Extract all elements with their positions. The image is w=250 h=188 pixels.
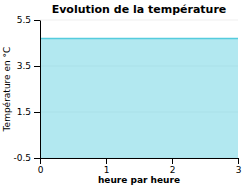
tick-mark [34,158,40,159]
tick-mark [34,66,40,67]
marks [40,38,238,158]
tick-label: 5.5 [17,15,31,25]
plot: 0 1 2 3 -0.5 1.5 3.5 5.5 [13,15,241,175]
tick-label: 3.5 [17,61,31,71]
tick-mark [34,20,40,21]
tick-label: -0.5 [13,153,31,163]
tick-mark [34,112,40,113]
tick-mark [106,158,107,164]
title: Evolution de la température [52,3,227,16]
area [40,38,238,158]
tick: -0.5 [13,153,40,163]
tick-label: 1.5 [17,107,31,117]
tick: 1 [104,158,110,175]
tick: 2 [170,158,176,175]
tick: 1.5 [17,107,40,117]
x-axis: 0 1 2 3 [38,158,242,175]
grid [40,20,238,158]
tick: 5.5 [17,15,40,25]
tick-label: 0 [38,165,44,175]
tick-mark [238,158,239,164]
tick: 0 [38,158,44,175]
chart: 0 1 2 3 -0.5 1.5 3.5 5.5 Evolution de la tempéra… [0,0,250,188]
axis-line [41,158,239,159]
y-axis-title: Température en °C [2,47,12,133]
tick: 3 [236,158,242,175]
tick-mark [40,158,41,164]
x-axis-title: heure par heure [98,175,180,185]
axis-line [40,21,41,159]
line [40,38,238,40]
tick: 3.5 [17,61,40,71]
tick-label: 1 [104,165,110,175]
y-axis: -0.5 1.5 3.5 5.5 [13,15,40,163]
tick-label: 3 [236,165,242,175]
grid-line [40,20,238,21]
tick-label: 2 [170,165,176,175]
tick-mark [172,158,173,164]
